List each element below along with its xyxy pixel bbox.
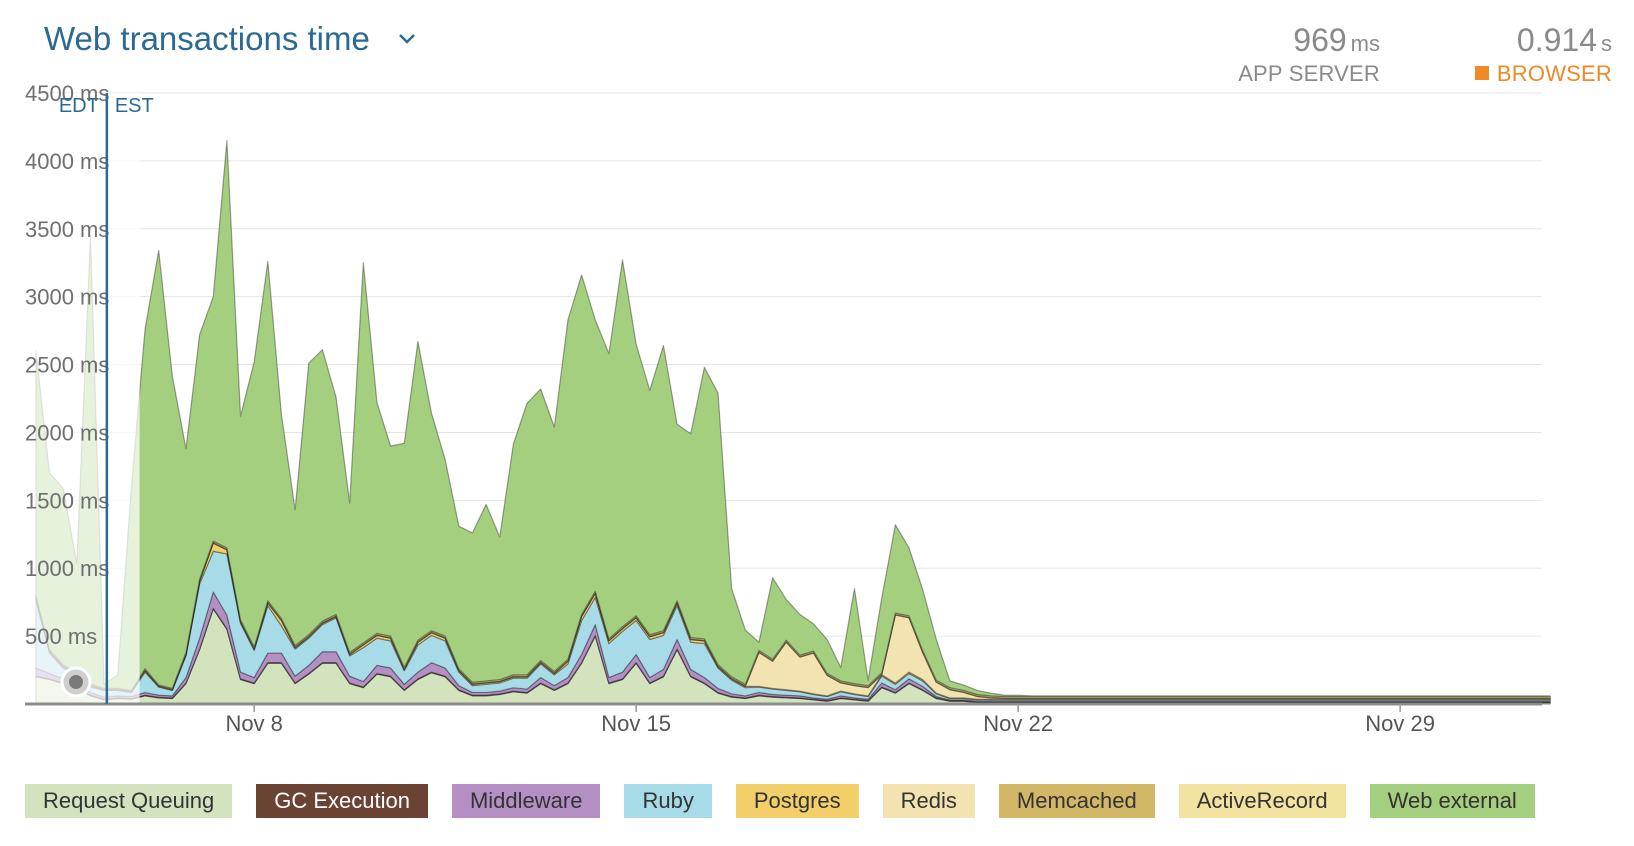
y-tick-label: 1500 ms [25, 488, 109, 513]
series-area-postgres [35, 542, 1551, 701]
series-area-redis [35, 542, 1551, 700]
timezone-label-after: EST [115, 95, 154, 117]
browser-unit: s [1601, 31, 1612, 56]
legend-item-activerecord[interactable]: ActiveRecord [1178, 784, 1346, 818]
legend-item-ruby[interactable]: Ruby [624, 784, 712, 818]
x-tick-label: Nov 8 [225, 711, 282, 736]
browser-value: 0.914 [1516, 22, 1597, 58]
faded-region [25, 93, 140, 704]
scroll-handle-dot [69, 675, 83, 689]
series-areas [35, 139, 1551, 705]
series-area-web-external [35, 139, 1551, 698]
x-tick-label: Nov 15 [601, 711, 671, 736]
y-tick-label: 4000 ms [25, 149, 109, 174]
y-tick-label: 3500 ms [25, 217, 109, 242]
browser-swatch-icon [1474, 66, 1489, 80]
y-tick-label: 500 ms [25, 624, 97, 649]
legend-item-web-external[interactable]: Web external [1369, 784, 1535, 818]
browser-label: BROWSER [1496, 61, 1612, 86]
y-tick-label: 2000 ms [25, 420, 109, 445]
app-server-label: APP SERVER [1238, 61, 1380, 86]
app-server-metric: 969 ms APP SERVER [1238, 22, 1380, 87]
y-tick-label: 2500 ms [25, 353, 109, 378]
legend-item-redis[interactable]: Redis [882, 784, 975, 818]
app-server-unit: ms [1350, 31, 1380, 56]
legend-item-request-queuing[interactable]: Request Queuing [25, 784, 233, 818]
chart-legend: Request Queuing GC Execution Middleware Rub… [25, 784, 1535, 818]
chart-title: Web transactions time [44, 20, 370, 57]
chart-title-dropdown[interactable]: Web transactions time [44, 20, 418, 58]
legend-item-memcached[interactable]: Memcached [998, 784, 1155, 818]
y-tick-label: 4500 ms [25, 81, 109, 106]
x-tick-label: Nov 22 [983, 711, 1053, 736]
app-server-value: 969 [1293, 22, 1347, 58]
y-tick-label: 3000 ms [25, 285, 109, 310]
y-tick-label: 1000 ms [25, 556, 109, 581]
chevron-down-icon [398, 34, 415, 44]
legend-item-gc-execution[interactable]: GC Execution [256, 784, 428, 818]
legend-item-middleware[interactable]: Middleware [451, 784, 601, 818]
browser-metric[interactable]: 0.914 s BROWSER [1474, 22, 1612, 87]
legend-item-postgres[interactable]: Postgres [735, 784, 859, 818]
series-area-ruby [35, 550, 1551, 702]
timezone-label-before: EDT [59, 95, 99, 117]
x-tick-label: Nov 29 [1365, 711, 1435, 736]
